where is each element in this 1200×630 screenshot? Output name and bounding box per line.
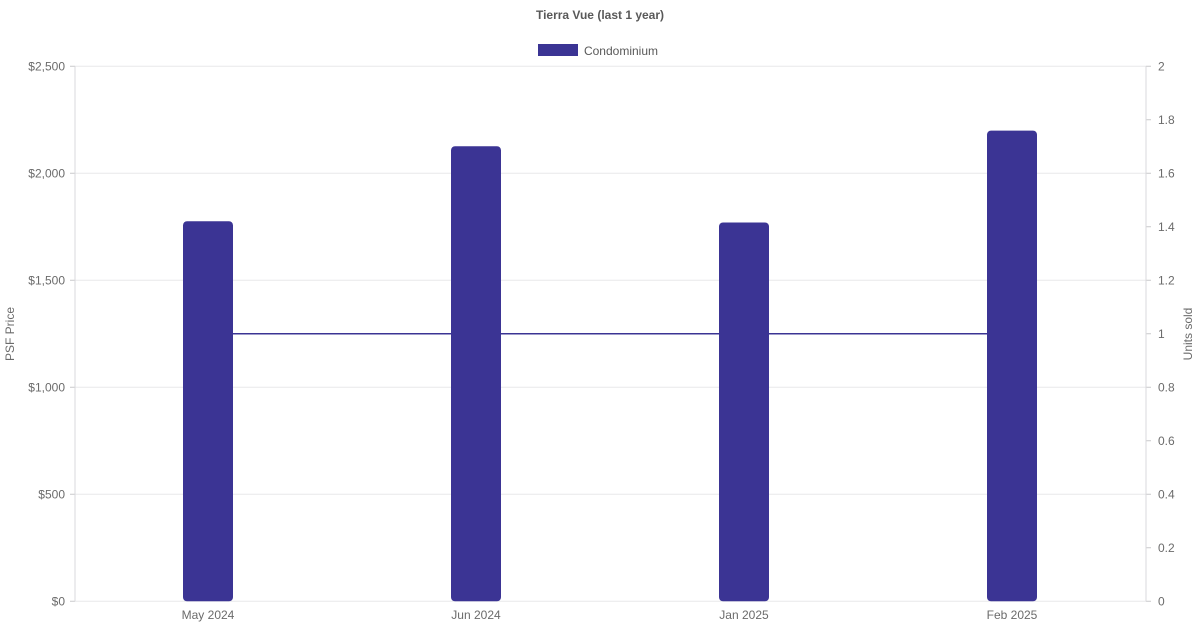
svg-text:0: 0 (1158, 594, 1165, 608)
svg-text:0.2: 0.2 (1158, 541, 1175, 555)
svg-text:$2,500: $2,500 (28, 59, 65, 73)
svg-text:1.2: 1.2 (1158, 273, 1175, 287)
svg-text:0.8: 0.8 (1158, 380, 1175, 394)
svg-text:$2,000: $2,000 (28, 166, 65, 180)
svg-text:1.6: 1.6 (1158, 166, 1175, 180)
svg-text:2: 2 (1158, 59, 1165, 73)
svg-text:1: 1 (1158, 327, 1165, 341)
svg-text:Jun 2024: Jun 2024 (451, 608, 501, 622)
svg-text:$1,000: $1,000 (28, 380, 65, 394)
svg-text:Units sold: Units sold (1181, 308, 1195, 361)
svg-text:$1,500: $1,500 (28, 273, 65, 287)
svg-text:Jan 2025: Jan 2025 (719, 608, 769, 622)
svg-text:1.8: 1.8 (1158, 113, 1175, 127)
svg-text:0.4: 0.4 (1158, 487, 1175, 501)
svg-text:1.4: 1.4 (1158, 220, 1175, 234)
svg-text:$500: $500 (38, 487, 65, 501)
svg-text:Feb 2025: Feb 2025 (987, 608, 1038, 622)
svg-text:May 2024: May 2024 (182, 608, 235, 622)
svg-text:PSF Price: PSF Price (3, 307, 17, 361)
svg-text:$0: $0 (52, 594, 66, 608)
svg-text:0.6: 0.6 (1158, 434, 1175, 448)
